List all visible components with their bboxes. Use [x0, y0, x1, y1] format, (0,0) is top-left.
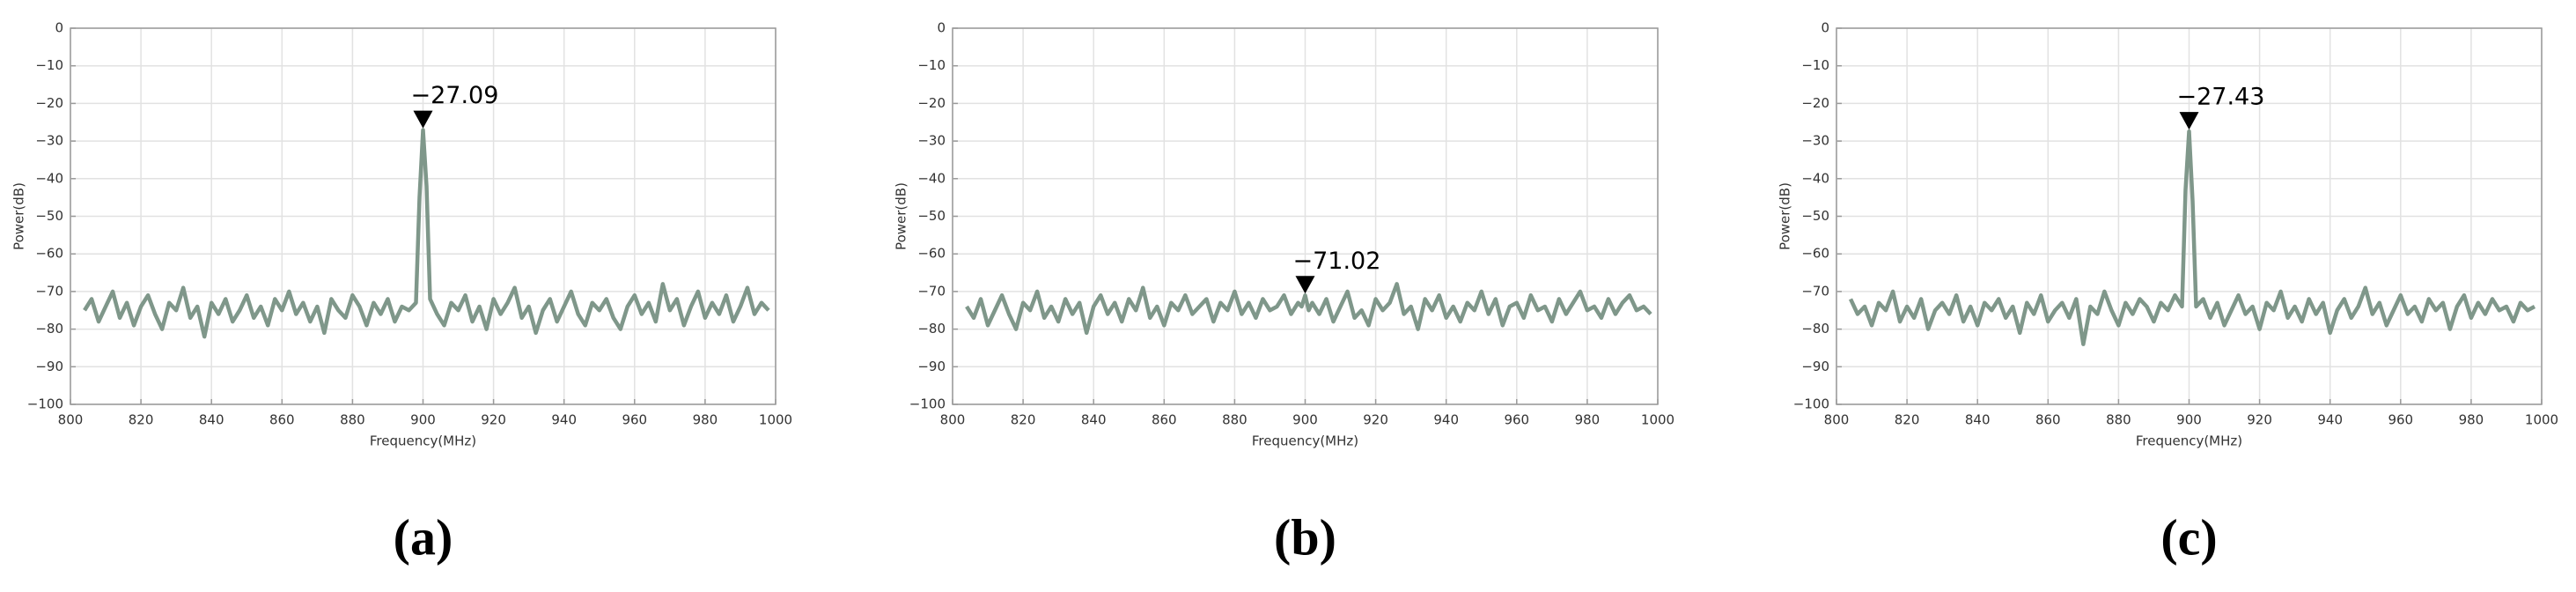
- y-tick-label: −80: [35, 321, 63, 337]
- y-tick-label: −90: [917, 359, 946, 374]
- y-tick-label: −30: [917, 133, 946, 149]
- x-tick-label: 800: [58, 412, 84, 428]
- x-tick-label: 900: [1292, 412, 1318, 428]
- peak-label: −27.09: [411, 82, 499, 109]
- y-tick-label: −30: [35, 133, 63, 149]
- peak-label: −71.02: [1293, 248, 1381, 275]
- y-axis-label: Power(dB): [894, 182, 909, 250]
- y-tick-label: −10: [917, 57, 946, 73]
- x-tick-label: 800: [940, 412, 966, 428]
- y-tick-label: −40: [1801, 170, 1829, 186]
- x-tick-label: 920: [1363, 412, 1388, 428]
- y-tick-label: −40: [35, 170, 63, 186]
- x-tick-label: 900: [410, 412, 436, 428]
- spectrum-line: [965, 282, 1652, 336]
- y-axis-label: Power(dB): [1777, 182, 1793, 250]
- x-tick-label: 880: [2106, 412, 2131, 428]
- x-tick-label: 900: [2176, 412, 2202, 428]
- plot-frame: [1836, 27, 2543, 405]
- plot-frame: [952, 27, 1659, 405]
- x-axis-label: Frequency(MHz): [2136, 433, 2242, 449]
- x-tick-label: 980: [1575, 412, 1601, 428]
- x-tick-label: 840: [1081, 412, 1107, 428]
- x-tick-label: 1000: [759, 412, 792, 428]
- x-tick-label: 920: [2247, 412, 2272, 428]
- y-tick-label: −20: [35, 95, 63, 111]
- y-tick-label: −60: [35, 246, 63, 262]
- plot-frame: [70, 27, 776, 405]
- x-tick-label: 800: [1824, 412, 1850, 428]
- y-tick-label: −60: [917, 246, 946, 262]
- y-tick-label: −40: [917, 170, 946, 186]
- y-tick-label: −90: [35, 359, 63, 374]
- y-tick-label: −50: [35, 208, 63, 224]
- y-tick-label: −100: [909, 396, 946, 412]
- y-tick-label: −30: [1801, 133, 1829, 149]
- y-tick-label: −50: [1801, 208, 1829, 224]
- y-tick-label: −20: [1801, 95, 1829, 111]
- peak-marker: [1295, 276, 1315, 294]
- spectrum-line: [83, 128, 770, 339]
- x-tick-label: 860: [269, 412, 295, 428]
- caption: (b): [1274, 508, 1336, 566]
- y-tick-label: −60: [1801, 246, 1829, 262]
- y-tick-label: −90: [1801, 359, 1829, 374]
- y-tick-label: −70: [1801, 283, 1829, 299]
- x-tick-label: 820: [1895, 412, 1920, 428]
- x-tick-label: 920: [481, 412, 506, 428]
- y-tick-label: −50: [917, 208, 946, 224]
- x-tick-label: 1000: [2525, 412, 2558, 428]
- y-tick-label: −10: [35, 57, 63, 73]
- peak-label: −27.43: [2177, 84, 2265, 111]
- y-tick-label: 0: [55, 20, 63, 36]
- x-tick-label: 840: [199, 412, 224, 428]
- x-tick-label: 860: [2035, 412, 2061, 428]
- y-tick-label: −80: [917, 321, 946, 337]
- x-tick-label: 980: [693, 412, 718, 428]
- y-tick-label: −100: [1793, 396, 1829, 412]
- x-tick-label: 940: [1433, 412, 1459, 428]
- x-tick-label: 940: [2317, 412, 2343, 428]
- x-tick-label: 860: [1152, 412, 1177, 428]
- x-tick-label: 960: [1504, 412, 1529, 428]
- x-tick-label: 940: [551, 412, 577, 428]
- peak-marker: [2179, 112, 2199, 130]
- spectrum-line: [1848, 129, 2536, 346]
- caption: (c): [2160, 508, 2217, 566]
- x-tick-label: 820: [1011, 412, 1036, 428]
- x-axis-label: Frequency(MHz): [370, 433, 476, 449]
- x-tick-label: 880: [1222, 412, 1248, 428]
- peak-marker: [413, 110, 433, 129]
- x-tick-label: 880: [340, 412, 365, 428]
- x-tick-label: 840: [1965, 412, 1991, 428]
- y-tick-label: 0: [1821, 20, 1829, 36]
- y-tick-label: −20: [917, 95, 946, 111]
- y-tick-label: −10: [1801, 57, 1829, 73]
- x-tick-label: 820: [129, 412, 154, 428]
- x-tick-label: 960: [2388, 412, 2413, 428]
- x-axis-label: Frequency(MHz): [1252, 433, 1358, 449]
- x-tick-label: 1000: [1641, 412, 1674, 428]
- x-tick-label: 960: [622, 412, 647, 428]
- y-tick-label: 0: [937, 20, 946, 36]
- y-tick-label: −100: [27, 396, 63, 412]
- y-tick-label: −80: [1801, 321, 1829, 337]
- x-tick-label: 980: [2459, 412, 2484, 428]
- y-axis-label: Power(dB): [11, 182, 27, 250]
- caption: (a): [394, 508, 453, 566]
- y-tick-label: −70: [917, 283, 946, 299]
- y-tick-label: −70: [35, 283, 63, 299]
